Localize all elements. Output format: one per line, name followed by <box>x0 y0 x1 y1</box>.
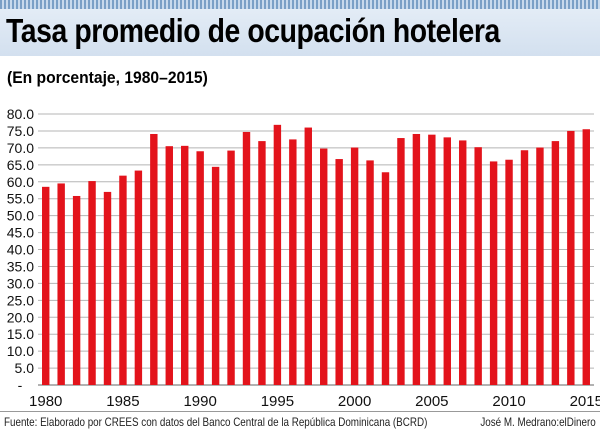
bar-2006 <box>443 137 451 385</box>
y-tick-label: 10.0 <box>7 343 34 359</box>
bar-1994 <box>258 141 266 385</box>
bar-2007 <box>459 140 467 385</box>
bar-1985 <box>119 175 127 385</box>
bar-2009 <box>489 161 498 385</box>
bar-1992 <box>227 150 235 385</box>
y-tick-label: 25.0 <box>7 292 34 308</box>
x-tick-label: 2010 <box>492 393 525 410</box>
bar-1988 <box>165 146 173 385</box>
bar-2003 <box>397 138 405 385</box>
y-tick-label: 45.0 <box>7 225 34 241</box>
chart-subtitle: (En porcentaje, 1980–2015) <box>7 68 208 87</box>
bar-1990 <box>196 151 204 385</box>
credit-note: José M. Medrano:elDinero <box>480 415 596 429</box>
bar-2013 <box>551 141 560 385</box>
bar-1991 <box>211 166 220 385</box>
bar-1983 <box>88 181 96 385</box>
x-tick-label: 1980 <box>29 393 62 410</box>
bar-2000 <box>350 147 359 385</box>
y-tick-label: 80.0 <box>7 106 34 122</box>
y-tick-label: 60.0 <box>7 174 34 190</box>
bar-1999 <box>335 159 343 385</box>
y-tick-label: 55.0 <box>7 191 34 207</box>
bar-1998 <box>320 148 328 385</box>
y-tick-label: 70.0 <box>7 140 34 156</box>
source-note: Fuente: Elaborado por CREES con datos de… <box>4 415 428 429</box>
header-band <box>0 9 600 56</box>
y-tick-label: 20.0 <box>7 309 34 325</box>
bar-1984 <box>103 191 112 385</box>
bar-1986 <box>134 170 143 385</box>
page-title: Tasa promedio de ocupación hotelera <box>6 12 500 49</box>
y-tick-label: 35.0 <box>7 258 34 274</box>
x-tick-label: 2015 <box>570 393 600 410</box>
bar-1997 <box>304 127 312 386</box>
x-tick-label: 1990 <box>183 393 216 410</box>
y-tick-label: 50.0 <box>7 208 34 224</box>
bar-1982 <box>72 195 81 385</box>
y-tick-label: 40.0 <box>7 242 34 258</box>
bar-1980 <box>42 186 50 385</box>
bar-2012 <box>536 147 544 385</box>
y-tick-label: 5.0 <box>15 360 35 376</box>
bar-2011 <box>520 150 529 385</box>
y-tick-label: 15.0 <box>7 326 34 342</box>
bar-1981 <box>57 183 65 385</box>
x-axis-tick-labels: 1980 1985 1990 1995 2000 2005 2010 2015 <box>29 393 600 410</box>
bar-2004 <box>412 133 421 385</box>
bar-1996 <box>289 139 297 385</box>
bar-2010 <box>505 159 513 385</box>
y-tick-label: - <box>18 377 23 393</box>
grid-lines <box>38 113 594 386</box>
y-axis-tick-labels: -5.010.015.020.025.030.035.040.045.050.0… <box>7 106 34 393</box>
bar-2001 <box>366 160 374 385</box>
x-tick-label: 1995 <box>261 393 294 410</box>
y-tick-label: 65.0 <box>7 157 34 173</box>
bar-1989 <box>181 145 189 385</box>
y-tick-label: 75.0 <box>7 123 34 139</box>
y-tick-label: 30.0 <box>7 275 34 291</box>
footer-divider <box>0 411 600 412</box>
bar-1993 <box>242 131 251 385</box>
bar-chart: -5.010.015.020.025.030.035.040.045.050.0… <box>7 106 600 410</box>
bars <box>42 124 590 386</box>
bar-2015 <box>582 129 590 385</box>
bar-2002 <box>381 172 390 385</box>
bar-2014 <box>567 130 575 385</box>
x-tick-label: 1985 <box>106 393 139 410</box>
bar-1995 <box>273 124 282 385</box>
x-tick-label: 2000 <box>338 393 371 410</box>
bar-2005 <box>428 134 436 385</box>
bar-2008 <box>474 147 482 385</box>
header-stripe <box>0 0 600 9</box>
x-tick-label: 2005 <box>415 393 448 410</box>
bar-1987 <box>150 133 158 385</box>
